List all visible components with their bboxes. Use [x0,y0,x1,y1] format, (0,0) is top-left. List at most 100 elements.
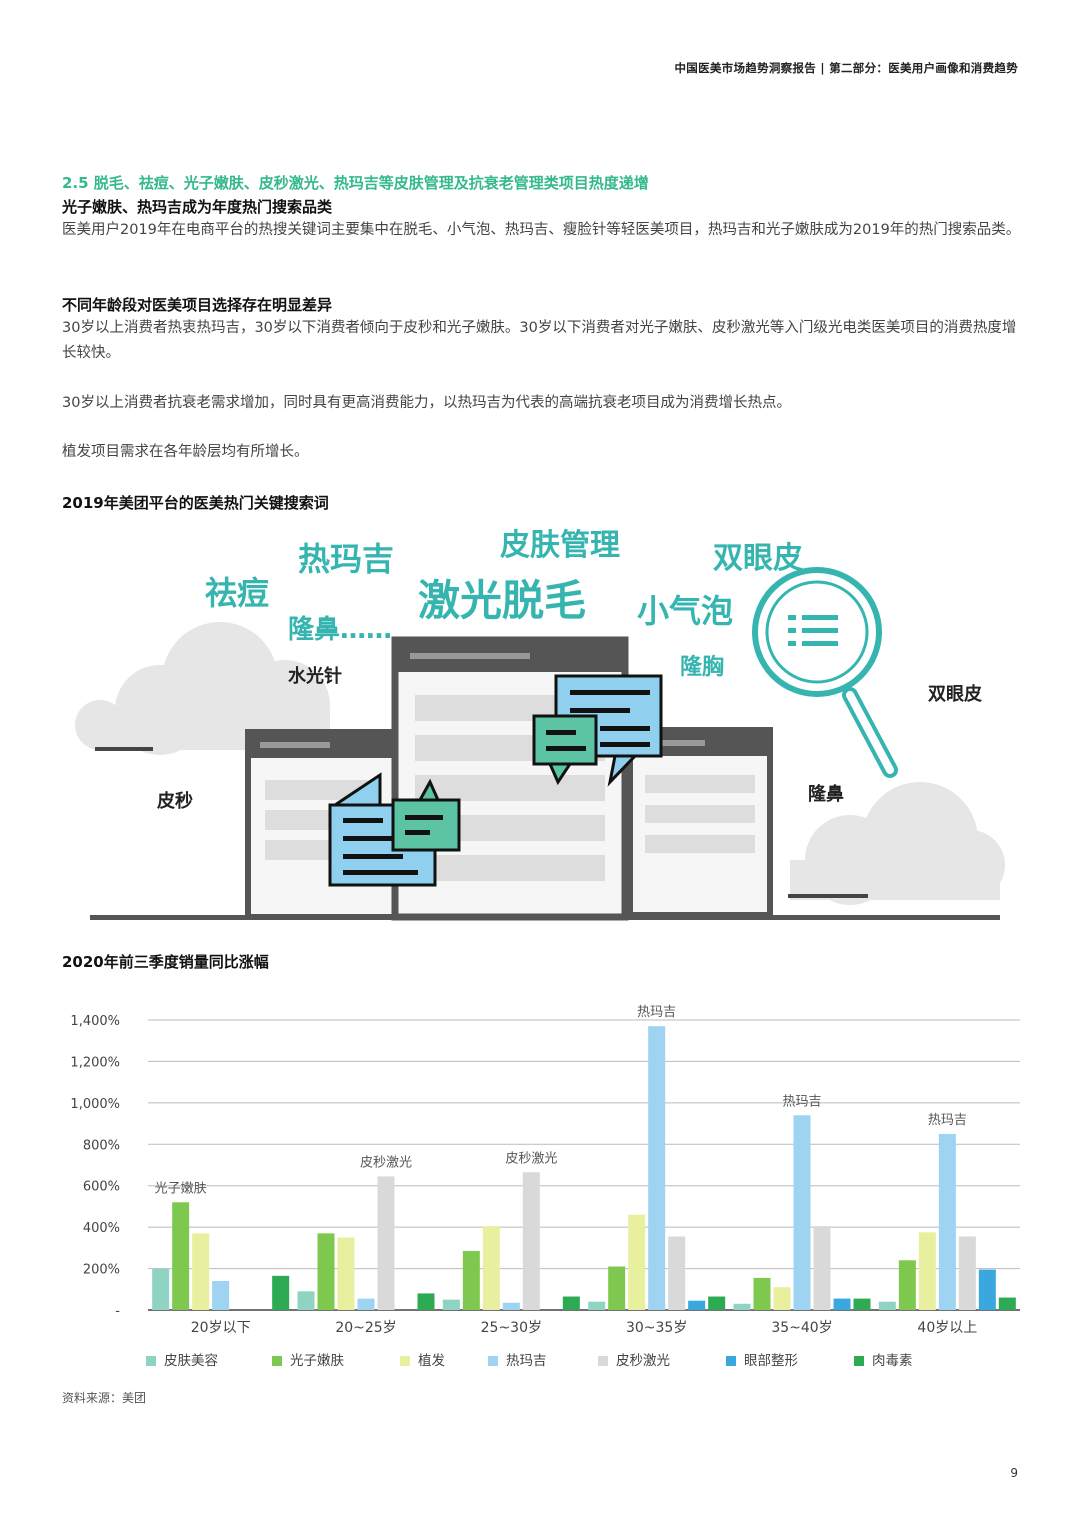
bar [978,1269,996,1310]
bar [152,1268,170,1310]
legend-item: 肉毒素 [854,1349,913,1369]
browser-window-right [627,727,773,918]
legend-item: 眼部整形 [726,1349,798,1369]
legend-item: 热玛吉 [488,1349,547,1369]
legend-swatch [854,1356,864,1366]
bar [522,1172,540,1310]
bar-annotation: 热玛吉 [928,1113,967,1128]
legend-label: 皮肤美容 [164,1353,218,1369]
illustration-caption: 2019年美团平台的医美热门关键搜索词 [62,494,329,512]
bar [462,1250,480,1310]
bar [417,1293,435,1310]
bar [668,1236,686,1310]
legend-label: 光子嫩肤 [290,1353,344,1369]
subheading-1: 光子嫩肤、热玛吉成为年度热门搜索品类 [62,198,333,216]
chat-bubble-center-mint [532,714,598,786]
bar-annotation: 热玛吉 [637,1005,676,1020]
legend-swatch [598,1356,608,1366]
bar [793,1115,811,1310]
paragraph-2: 30岁以上消费者热衷热玛吉，30岁以下消费者倾向于皮秒和光子嫩肤。30岁以下消费… [62,320,1017,361]
legend-swatch [272,1356,282,1366]
bar-annotation: 光子嫩肤 [155,1181,207,1196]
bar [337,1237,355,1310]
bar [608,1266,626,1310]
x-tick-label: 40岁以上 [917,1320,977,1336]
bar [833,1298,851,1310]
bar [172,1202,190,1310]
bar [958,1236,976,1310]
bar [502,1302,520,1310]
keyword-laser-hair: 激光脱毛 [418,576,586,625]
bar [212,1281,230,1310]
page-header: 中国医美市场趋势洞察报告 | 第二部分：医美用户画像和消费趋势 [674,61,1018,75]
bar [938,1133,956,1310]
bar [708,1296,726,1310]
bar [753,1277,771,1310]
cloud-right [790,782,1005,905]
y-tick-label: 800% [83,1138,120,1153]
page-number: 9 [1010,1466,1018,1480]
bar [192,1233,210,1310]
keyword-remaguji: 热玛吉 [298,540,394,578]
bar [357,1298,375,1310]
legend-label: 眼部整形 [744,1353,798,1369]
y-tick-label: 600% [83,1180,120,1195]
bar [813,1226,831,1310]
legend-swatch [488,1356,498,1366]
keyword-rhinoplasty-dark: 隆鼻 [808,783,844,805]
y-tick-label: 400% [83,1221,120,1236]
subheading-2: 不同年龄段对医美项目选择存在明显差异 [62,296,333,314]
legend-swatch [400,1356,410,1366]
bar-annotation: 热玛吉 [782,1094,821,1109]
y-tick-label: 1,000% [70,1097,120,1112]
keyword-skin-management: 皮肤管理 [500,528,620,563]
bar [317,1233,335,1310]
bar [272,1275,290,1310]
legend-label: 肉毒素 [872,1353,913,1369]
x-tick-label: 35~40岁 [771,1320,832,1336]
keyword-illustration: 热玛吉 皮肤管理 双眼皮 祛痘 激光脱毛 小气泡 隆鼻…… 隆胸 水光针 双眼皮… [75,528,1005,921]
sales-growth-bar-chart: - 200% 400% 600% 800% 1,000% 1,200% 1,400% 20岁以下… [70,1005,1020,1336]
chart-caption: 2020年前三季度销量同比涨幅 [62,953,269,971]
y-tick-label: 200% [83,1263,120,1278]
x-tick-label: 20岁以下 [191,1320,251,1336]
legend-label: 热玛吉 [506,1353,547,1369]
keyword-water-needle: 水光针 [288,665,342,687]
legend-item: 皮秒激光 [598,1349,670,1369]
bar [648,1026,666,1310]
keyword-double-eyelid-dark: 双眼皮 [928,683,982,705]
x-tick-label: 20~25岁 [335,1320,396,1336]
source-note: 资料来源：美团 [62,1391,147,1405]
bar [297,1291,315,1310]
keyword-picosecond: 皮秒 [157,790,193,812]
bar [878,1301,896,1310]
bar [377,1176,395,1310]
bar [733,1303,751,1310]
bar [688,1300,706,1310]
bar [998,1297,1016,1310]
keyword-rhinoplasty: 隆鼻…… [288,615,392,645]
keyword-double-eyelid: 双眼皮 [713,541,803,576]
legend-swatch [146,1356,156,1366]
legend-label: 皮秒激光 [616,1353,670,1369]
keyword-bubble: 小气泡 [637,592,733,630]
bar [562,1296,580,1310]
bar [588,1301,606,1310]
legend-item: 皮肤美容 [146,1349,218,1369]
bar [442,1299,460,1310]
cloud-left [75,622,330,755]
bar [918,1232,936,1310]
y-tick-label: 1,400% [70,1014,120,1029]
y-tick-label: - [115,1304,120,1319]
legend-swatch [726,1356,736,1366]
paragraph-3: 30岁以上消费者抗衰老需求增加，同时具有更高消费能力，以热玛吉为代表的高端抗衰老… [62,395,791,411]
paragraph-1: 医美用户2019年在电商平台的热搜关键词主要集中在脱毛、小气泡、热玛吉、瘦脸针等… [62,222,1021,238]
chat-bubble-left-mint [391,778,461,852]
bar [628,1214,646,1310]
x-tick-label: 25~30岁 [481,1320,542,1336]
keyword-breast: 隆胸 [680,654,724,680]
paragraph-4: 植发项目需求在各年龄层均有所增长。 [62,444,309,460]
bar [853,1298,871,1310]
bar-annotation: 皮秒激光 [360,1155,412,1170]
x-tick-label: 30~35岁 [626,1320,687,1336]
